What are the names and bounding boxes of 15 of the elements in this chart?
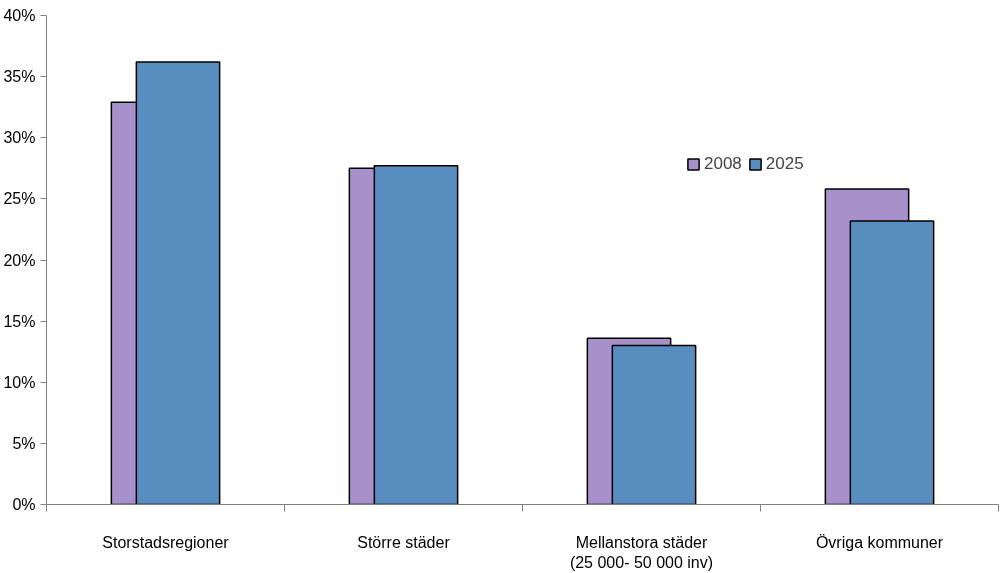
y-tick-label: 35% [3, 68, 36, 86]
y-tick-label: 20% [3, 251, 36, 269]
x-tick-label: Storstadsregioner [102, 533, 230, 551]
legend-label: 2025 [765, 154, 804, 174]
y-tick-label: 30% [3, 129, 36, 147]
x-tick-label: Övriga kommuner [815, 533, 944, 551]
y-tick-label: 40% [3, 7, 36, 24]
y-tick-label: 0% [12, 496, 36, 513]
y-tick-label: 10% [3, 373, 36, 391]
y-tick-label: 15% [3, 312, 36, 330]
x-tick-label: Mellanstora städer (25 000- 50 000 inv) [569, 533, 714, 571]
legend-label: 2008 [704, 154, 742, 174]
y-tick-label: 5% [12, 434, 36, 452]
y-tick-label: 25% [3, 190, 36, 208]
x-tick-label: Större städer [357, 533, 451, 551]
